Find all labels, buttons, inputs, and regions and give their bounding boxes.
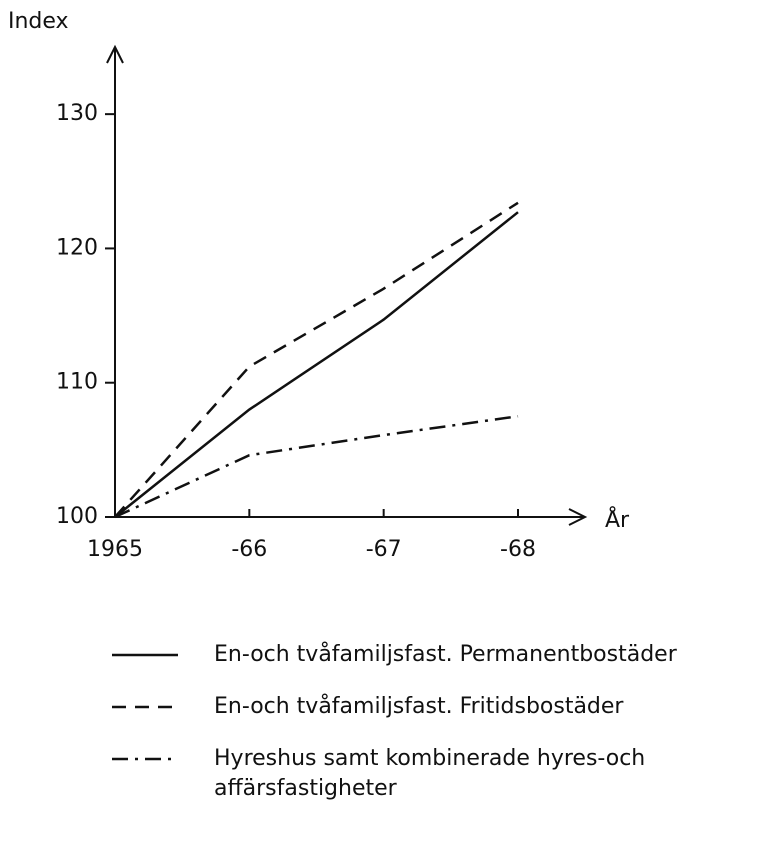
x-tick-label: -66 [231,537,267,562]
legend-label: Hyreshus samt kombinerade hyres-och affä… [214,746,646,801]
legend-label: En-och tvåfamiljsfast. Fritidsbostäder [214,694,624,719]
legend-swatch [112,653,178,657]
series-line [114,201,519,518]
y-tick-label: 100 [56,504,98,529]
legend-label: En-och tvåfamiljsfast. Permanentbostäder [214,642,677,667]
y-tick-label: 120 [56,235,98,260]
x-tick-label: 1965 [87,537,143,562]
chart: Index År 100 110 120 130 1965 -66 -67 -68 [8,9,630,562]
legend-item: En-och tvåfamiljsfast. Fritidsbostäder [110,692,780,722]
y-axis-label: Index [8,9,69,34]
y-axis-arrow [106,44,124,64]
series-line [114,211,519,518]
x-tick-label: -67 [366,537,402,562]
legend-swatch [112,757,178,761]
legend-item: En-och tvåfamiljsfast. Permanentbostäder [110,640,780,670]
y-tick-label: 130 [56,101,98,126]
y-tick-label: 110 [56,370,98,395]
legend-swatch [112,705,178,709]
x-axis-label: År [605,506,630,533]
series-line [114,415,519,519]
legend-item: Hyreshus samt kombinerade hyres-och affä… [110,744,780,804]
x-axis-arrow [568,508,588,526]
legend: En-och tvåfamiljsfast. Permanentbostäder… [110,640,780,826]
x-tick-label: -68 [500,537,536,562]
